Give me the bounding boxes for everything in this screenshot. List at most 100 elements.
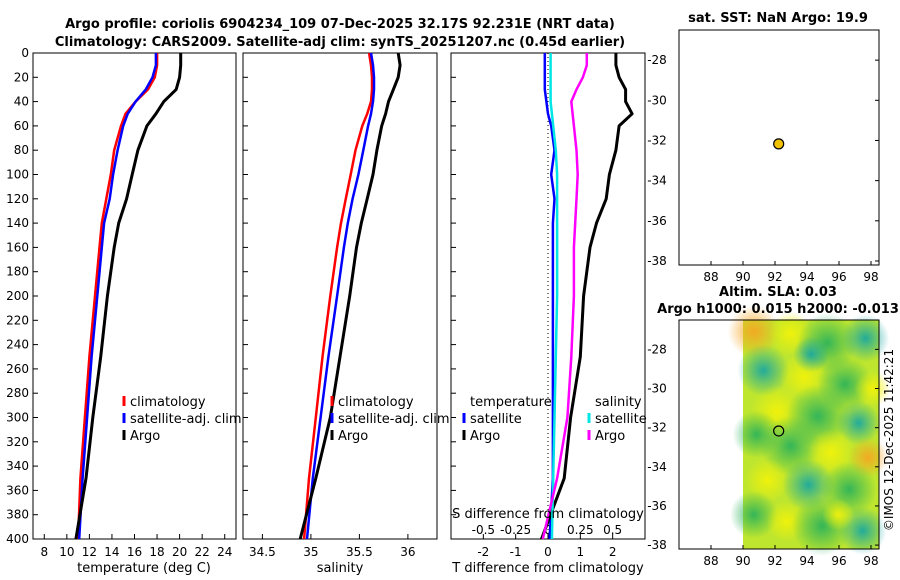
x-tick-label: 1 bbox=[577, 545, 585, 559]
y-tick-label: 360 bbox=[6, 483, 29, 497]
x-tick-label: 24 bbox=[217, 545, 232, 559]
legend-salinity-title: salinity bbox=[595, 395, 642, 410]
legend-satellite: satellite-adj. clim bbox=[130, 412, 242, 427]
axes-frame bbox=[32, 52, 237, 540]
x-tick-label: 88 bbox=[703, 554, 718, 568]
legend-argo: Argo bbox=[338, 429, 368, 444]
x-tick-label: 98 bbox=[863, 554, 878, 568]
series-temperature-satellite bbox=[543, 53, 556, 540]
x-tick-label: 14 bbox=[104, 545, 119, 559]
x-tick-label: -1 bbox=[510, 545, 522, 559]
s-tick-label: 0 bbox=[544, 523, 552, 537]
x-tick-label: 35 bbox=[303, 545, 318, 559]
s-tick-label: -0.5 bbox=[472, 523, 495, 537]
x-tick-label: 0 bbox=[544, 545, 552, 559]
x-tick-label: 94 bbox=[799, 270, 814, 284]
axes-frame bbox=[242, 52, 438, 540]
heatmap-blob bbox=[729, 490, 778, 539]
series-Argo bbox=[74, 53, 183, 540]
x-tick-label: 10 bbox=[59, 545, 74, 559]
x-tick-label: 22 bbox=[195, 545, 210, 559]
difference-panel: -2 -1 0 1 2 -0.5 -0.25 0 0.25 0.5 bbox=[450, 52, 646, 559]
salinity-legend: climatology satellite-adj. clim Argo bbox=[338, 395, 450, 444]
y-tick-label: 60 bbox=[14, 119, 29, 133]
heatmap-blob bbox=[836, 401, 881, 446]
x-tick-label: 16 bbox=[127, 545, 142, 559]
y-tick-label: -34 bbox=[647, 174, 667, 188]
argo-position-marker bbox=[773, 425, 785, 437]
x-tick-label: 90 bbox=[735, 554, 750, 568]
x-tick-label: 36 bbox=[400, 545, 415, 559]
heatmap-blob bbox=[793, 336, 829, 373]
y-tick-label: -36 bbox=[647, 499, 667, 513]
x-tick-label: 98 bbox=[863, 270, 878, 284]
y-tick-label: 260 bbox=[6, 362, 29, 376]
temperature-panel: 0 20 40 60 80 100 120 140 160 180 200 220 240 260 280 3… bbox=[6, 46, 237, 559]
series-temperature-Argo bbox=[540, 53, 634, 540]
y-tick-label: 340 bbox=[6, 459, 29, 473]
y-tick-label: 180 bbox=[6, 265, 29, 279]
legend-temperature-satellite: satellite bbox=[470, 412, 522, 427]
x-tick-label: -2 bbox=[477, 545, 489, 559]
heatmap-blob bbox=[737, 344, 790, 397]
x-tick-label: 8 bbox=[40, 545, 48, 559]
temperature-legend: climatology satellite-adj. clim Argo bbox=[130, 395, 242, 444]
axes-frame bbox=[678, 29, 880, 266]
y-tick-label: 120 bbox=[6, 192, 29, 206]
x-tick-label: 96 bbox=[831, 270, 846, 284]
s-tick-label: -0.25 bbox=[500, 523, 531, 537]
y-tick-label: 320 bbox=[6, 435, 29, 449]
imos-watermark: ©IMOS 12-Dec-2025 11:42:21 bbox=[882, 349, 896, 531]
sla-map-panel: 88 90 92 94 96 98 -28 -30 -32 -34 -36 -38 bbox=[647, 305, 891, 568]
y-tick-label: -38 bbox=[647, 538, 667, 552]
y-tick-label: 20 bbox=[14, 70, 29, 84]
x-tick-label: 18 bbox=[149, 545, 164, 559]
y-tick-label: 100 bbox=[6, 168, 29, 182]
sst-map-panel: 88 90 92 94 96 98 -28 -30 -32 -34 -36 -38 bbox=[647, 29, 880, 284]
y-tick-label: 80 bbox=[14, 143, 29, 157]
difference-legend: temperature satellite Argo salinity sate… bbox=[470, 395, 647, 444]
argo-position-marker bbox=[773, 138, 785, 150]
x-tick-label: 92 bbox=[767, 270, 782, 284]
series-salinity-Argo bbox=[541, 53, 589, 540]
y-tick-label: 160 bbox=[6, 240, 29, 254]
heatmap-blob bbox=[822, 498, 855, 531]
x-tick-label: 88 bbox=[703, 270, 718, 284]
sst-map-title: sat. SST: NaN Argo: 19.9 bbox=[688, 11, 868, 26]
temperature-xlabel: temperature (deg C) bbox=[77, 561, 211, 576]
y-tick-label: -32 bbox=[647, 133, 667, 147]
y-tick-label: 400 bbox=[6, 532, 29, 546]
y-tick-label: 240 bbox=[6, 338, 29, 352]
x-tick-label: 20 bbox=[172, 545, 187, 559]
x-tick-label: 96 bbox=[831, 554, 846, 568]
y-tick-label: -38 bbox=[647, 254, 667, 268]
x-tick-label: 92 bbox=[767, 554, 782, 568]
legend-satellite: satellite-adj. clim bbox=[338, 412, 450, 427]
y-tick-label: 140 bbox=[6, 216, 29, 230]
x-tick-label: 34.5 bbox=[249, 545, 276, 559]
legend-salinity-argo: Argo bbox=[595, 429, 625, 444]
legend-salinity-satellite: satellite bbox=[595, 412, 647, 427]
legend-climatology: climatology bbox=[338, 395, 414, 410]
y-tick-label: 220 bbox=[6, 313, 29, 327]
series-climatology bbox=[76, 53, 159, 540]
x-tick-label: 2 bbox=[609, 545, 617, 559]
y-tick-label: 280 bbox=[6, 386, 29, 400]
legend-temperature-title: temperature bbox=[470, 395, 552, 410]
figure-title-line2: Climatology: CARS2009. Satellite-adj cli… bbox=[55, 35, 625, 50]
y-tick-label: -30 bbox=[647, 382, 667, 396]
y-tick-label: -28 bbox=[647, 53, 667, 67]
s-tick-label: 0.5 bbox=[603, 523, 622, 537]
legend-argo: Argo bbox=[130, 429, 160, 444]
sla-map-title-line2: Argo h1000: 0.015 h2000: -0.013 bbox=[657, 302, 899, 317]
s-difference-xlabel: S difference from climatology bbox=[452, 507, 644, 522]
x-tick-label: 35.5 bbox=[346, 545, 373, 559]
y-tick-label: -32 bbox=[647, 421, 667, 435]
y-tick-label: -28 bbox=[647, 342, 667, 356]
s-tick-label: 0.25 bbox=[567, 523, 594, 537]
legend-climatology: climatology bbox=[130, 395, 206, 410]
x-tick-label: 12 bbox=[82, 545, 97, 559]
salinity-panel: 34.5 35 35.5 36 bbox=[242, 52, 438, 559]
y-tick-label: 200 bbox=[6, 289, 29, 303]
y-tick-label: 40 bbox=[14, 95, 29, 109]
